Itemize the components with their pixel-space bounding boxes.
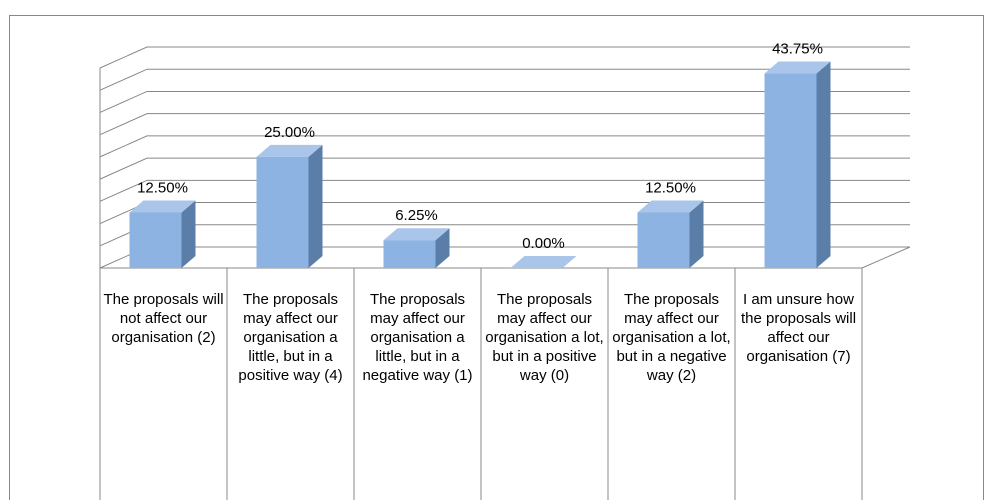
grid-line [99, 135, 910, 158]
bar [637, 212, 690, 268]
bar-top [510, 256, 577, 268]
bar [764, 73, 817, 268]
chart-frame [9, 15, 984, 500]
grid-line [99, 68, 910, 91]
bar [383, 240, 436, 268]
x-tick-label: The proposals may affect our organisatio… [485, 291, 604, 384]
bar-top [129, 200, 196, 213]
bar-top [383, 228, 450, 241]
x-tick-label: The proposals may affect our organisatio… [362, 291, 473, 384]
bar-top [256, 144, 323, 157]
x-tick-label: The proposals may affect our organisatio… [612, 291, 731, 384]
grid-line [99, 90, 910, 113]
bar-side [181, 200, 196, 268]
data-label: 0.00% [522, 235, 565, 252]
bar-side [435, 228, 450, 268]
data-label: 12.50% [137, 179, 188, 196]
bar-side [689, 200, 704, 268]
data-label: 6.25% [395, 207, 438, 224]
bar-top [637, 200, 704, 213]
bar-top [764, 61, 831, 74]
data-label: 12.50% [645, 179, 696, 196]
grid-line [99, 113, 910, 136]
x-tick-label: I am unsure how the proposals will affec… [740, 291, 857, 365]
x-tick-label: The proposals will not affect our organi… [103, 291, 224, 346]
grid-line [99, 179, 910, 202]
data-label: 25.00% [264, 124, 315, 141]
bar [129, 212, 182, 268]
bar [256, 156, 309, 268]
data-label: 43.75% [772, 41, 823, 58]
grid-line [99, 46, 910, 69]
x-tick-label: The proposals may affect our organisatio… [238, 291, 343, 384]
grid-line [99, 157, 910, 180]
bar-side [308, 144, 323, 268]
bar-side [816, 61, 831, 268]
